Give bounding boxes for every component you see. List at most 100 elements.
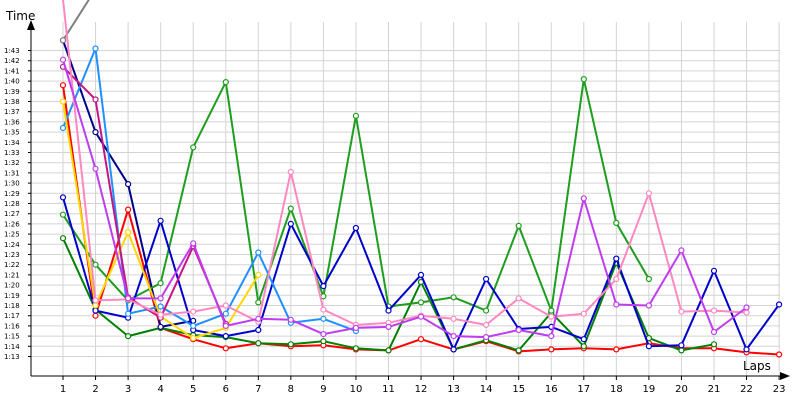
x-tick-label: 13 [447, 384, 460, 395]
data-point [352, 112, 359, 119]
data-point [645, 343, 653, 350]
data-point [385, 347, 392, 354]
data-point [222, 333, 229, 340]
data-point [645, 190, 653, 197]
data-point [287, 316, 294, 323]
data-point [92, 165, 99, 172]
data-point [157, 311, 164, 318]
data-point [125, 333, 132, 340]
x-tick-label: 17 [577, 384, 590, 395]
y-tick-label: 1:23 [4, 251, 20, 259]
y-tick-label: 1:43 [4, 47, 20, 55]
data-point [352, 224, 359, 232]
data-point [157, 217, 164, 224]
y-axis-arrow [27, 20, 35, 30]
y-tick-label: 1:40 [4, 78, 20, 86]
data-point [92, 312, 99, 319]
data-point [287, 341, 294, 348]
x-tick-label: 4 [157, 384, 163, 395]
data-point [320, 315, 327, 322]
data-point [320, 283, 327, 290]
data-point [417, 313, 425, 320]
y-tick-label: 1:18 [4, 302, 20, 310]
x-tick-label: 3 [125, 384, 131, 395]
data-point [580, 75, 587, 83]
data-point [125, 206, 132, 213]
data-point [190, 322, 197, 329]
x-tick-label: 1 [60, 384, 66, 395]
y-tick-label: 1:30 [4, 180, 20, 188]
data-point [255, 340, 262, 347]
y-tick-label: 1:28 [4, 200, 20, 208]
data-point [92, 45, 99, 52]
y-tick-label: 1:13 [4, 353, 20, 361]
y-tick-label: 1:31 [4, 169, 20, 177]
data-point [613, 301, 620, 308]
data-point [483, 275, 490, 283]
series-group [59, 0, 783, 358]
y-tick-label: 1:26 [4, 220, 20, 228]
data-point [157, 323, 164, 330]
data-point [222, 302, 229, 309]
data-point [190, 240, 197, 247]
data-point [743, 309, 750, 316]
y-tick-label: 1:38 [4, 98, 20, 106]
data-point [548, 346, 555, 353]
x-tick-label: 20 [675, 384, 688, 395]
data-point [645, 275, 653, 283]
data-point [678, 308, 685, 315]
y-tick-label: 1:41 [4, 67, 20, 75]
data-point [580, 195, 587, 202]
data-point [515, 222, 522, 229]
data-point [125, 310, 132, 317]
x-tick-label: 2 [92, 384, 98, 395]
y-tick-label: 1:33 [4, 149, 20, 157]
y-tick-label: 1:25 [4, 231, 20, 239]
data-point [450, 333, 457, 340]
data-point [580, 343, 587, 350]
x-tick-label: 23 [773, 384, 786, 395]
data-point [125, 229, 132, 236]
data-point [125, 295, 132, 302]
data-point [190, 335, 197, 342]
y-tick-label: 1:32 [4, 159, 20, 167]
data-point [222, 322, 229, 329]
data-point [59, 235, 67, 242]
data-point [222, 310, 229, 317]
data-point [125, 181, 132, 188]
data-point [417, 271, 425, 278]
data-point [548, 313, 555, 320]
data-point [222, 345, 229, 352]
data-point [580, 336, 587, 343]
x-tick-label: 16 [545, 384, 558, 395]
data-point [548, 333, 555, 340]
y-tick-label: 1:39 [4, 88, 20, 96]
x-tick-label: 6 [223, 384, 229, 395]
data-point [157, 295, 164, 302]
data-point [92, 96, 99, 103]
data-point [645, 302, 653, 309]
data-point [743, 304, 750, 311]
data-point [92, 129, 99, 136]
data-point [548, 307, 555, 314]
series-11 [59, 56, 750, 341]
y-tick-label: 1:21 [4, 271, 20, 279]
y-tick-label: 1:24 [4, 241, 20, 249]
data-point [385, 307, 392, 314]
series-4 [59, 0, 90, 44]
data-point [190, 308, 197, 315]
data-point [483, 321, 490, 328]
data-point [613, 219, 620, 226]
x-axis-arrow [780, 372, 790, 380]
gridlines [28, 22, 780, 380]
data-point [385, 323, 392, 330]
data-point [515, 347, 522, 354]
data-point [483, 334, 490, 341]
data-point [59, 211, 67, 218]
data-point [775, 301, 783, 308]
data-point [743, 346, 750, 353]
x-tick-label: 11 [382, 384, 395, 395]
x-tick-label: 14 [480, 384, 493, 395]
